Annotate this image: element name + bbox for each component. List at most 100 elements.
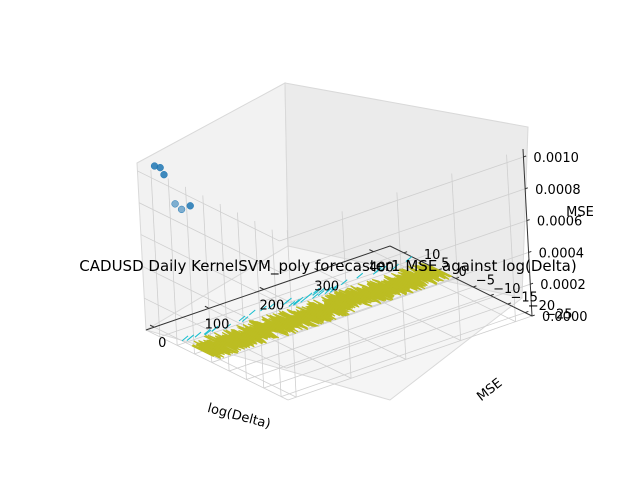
surface-edge bbox=[331, 284, 338, 291]
grid-line-y bbox=[271, 229, 282, 397]
scatter-series bbox=[150, 162, 194, 214]
surface-edge bbox=[204, 329, 212, 336]
grid-line-y bbox=[177, 260, 422, 346]
surface-edge bbox=[194, 331, 202, 338]
z-tick-label: 0.0004 bbox=[539, 246, 585, 261]
grid-line-z bbox=[286, 283, 531, 369]
tick-mark-x bbox=[204, 305, 210, 309]
x-tick-label: 200 bbox=[259, 298, 284, 313]
grid-line-y bbox=[246, 295, 491, 380]
x-axis-label: log(Delta) bbox=[206, 401, 272, 432]
scatter-point bbox=[171, 200, 179, 208]
scatter-point bbox=[177, 205, 186, 214]
grid-line-x bbox=[506, 154, 516, 322]
grid-line-x bbox=[154, 326, 297, 398]
surface-edge bbox=[238, 315, 246, 322]
surface-edge bbox=[181, 335, 189, 342]
grid-line-z bbox=[138, 202, 282, 274]
y-tick-label: 5 bbox=[441, 256, 449, 271]
surface-edge bbox=[203, 328, 211, 335]
surface-edge bbox=[282, 299, 290, 306]
tick-mark-x bbox=[149, 324, 155, 328]
y-axis-label: MSE bbox=[474, 376, 505, 405]
grid-line-y bbox=[280, 312, 526, 397]
surface-edge bbox=[211, 326, 219, 332]
surface-edge bbox=[317, 290, 325, 296]
surface-edge bbox=[288, 301, 296, 307]
grid-line-x bbox=[373, 251, 516, 323]
z-tick-label: 0.0002 bbox=[540, 278, 586, 293]
z-tick-label: 0.0010 bbox=[533, 151, 579, 166]
surface-edge bbox=[241, 316, 249, 322]
scatter-point bbox=[156, 163, 164, 172]
grid-line-z bbox=[140, 234, 284, 305]
grid-line-y bbox=[185, 186, 195, 354]
surface-edge bbox=[260, 305, 267, 312]
grid-line-y bbox=[263, 303, 508, 389]
surface-edge bbox=[293, 299, 300, 305]
surface-edge bbox=[305, 292, 313, 299]
surface-edge bbox=[224, 323, 232, 330]
y-axis-line bbox=[389, 245, 533, 317]
grid-line-y bbox=[254, 221, 265, 389]
surface-edge bbox=[293, 299, 300, 306]
x-tick-label: 100 bbox=[205, 317, 230, 332]
grid-line-y bbox=[150, 169, 161, 337]
surface-edge bbox=[186, 335, 194, 341]
y-tick-label: 10 bbox=[424, 248, 441, 263]
tick-labels: 0100200300400−25−20−15−10−505100.00000.0… bbox=[158, 151, 587, 351]
y-tick-label: −5 bbox=[476, 273, 495, 288]
chart-title: CADUSD Daily KernelSVM_poly forecaster1 … bbox=[79, 257, 576, 276]
surface-edge bbox=[379, 265, 387, 272]
grid-line-y bbox=[202, 195, 213, 363]
x-tick-label: 0 bbox=[158, 336, 166, 351]
z-tick-label: 0.0000 bbox=[542, 310, 588, 325]
y-tick-label: −25 bbox=[545, 308, 572, 323]
x-tick-label: 400 bbox=[369, 261, 394, 276]
grid-line-z bbox=[281, 188, 526, 274]
grid-line-x bbox=[318, 270, 461, 341]
surface-edge bbox=[318, 287, 326, 294]
surface-edge bbox=[312, 290, 319, 296]
grid-line-y bbox=[211, 278, 456, 363]
surface-segment bbox=[427, 265, 453, 278]
tick-mark-x bbox=[314, 268, 319, 271]
surface-edge bbox=[329, 286, 337, 293]
grid-line-y bbox=[237, 212, 247, 380]
grid-line-z bbox=[145, 329, 289, 401]
grid-line-y bbox=[167, 178, 178, 346]
grid-line-z bbox=[137, 170, 280, 242]
surface-edge bbox=[324, 288, 332, 295]
tick-mark-x bbox=[259, 286, 265, 290]
grid-line-y bbox=[159, 252, 404, 338]
surface-edge bbox=[267, 303, 275, 310]
surface-edge bbox=[392, 263, 399, 270]
grid-line-x bbox=[208, 307, 352, 379]
surface-edge bbox=[312, 293, 319, 299]
x-axis-line bbox=[145, 245, 391, 331]
z-tick-label: 0.0008 bbox=[535, 183, 581, 198]
surface bbox=[181, 256, 453, 360]
z-tick-label: 0.0006 bbox=[537, 215, 583, 230]
surface-edge bbox=[405, 256, 413, 262]
grid-line-z bbox=[287, 315, 533, 401]
grid-line-z bbox=[279, 156, 524, 242]
y-tick-label: 0 bbox=[458, 265, 466, 280]
surface-edge bbox=[356, 272, 364, 279]
y-tick-label: −10 bbox=[493, 282, 520, 297]
z-axis-label: MSE bbox=[566, 205, 594, 220]
grid-line-x bbox=[451, 173, 462, 341]
tick-mark-x bbox=[369, 249, 374, 253]
surface-edge bbox=[340, 279, 348, 286]
surface-edge bbox=[300, 296, 307, 303]
scatter-point bbox=[160, 171, 168, 179]
z-axis-line bbox=[522, 148, 533, 317]
y-tick-label: −20 bbox=[528, 299, 555, 314]
surface-edge bbox=[313, 287, 320, 294]
surface-edge bbox=[248, 309, 256, 316]
surface-edge bbox=[376, 265, 384, 272]
grid-line-y bbox=[228, 286, 474, 372]
scatter-point bbox=[186, 202, 194, 210]
x-tick-label: 300 bbox=[314, 280, 339, 295]
